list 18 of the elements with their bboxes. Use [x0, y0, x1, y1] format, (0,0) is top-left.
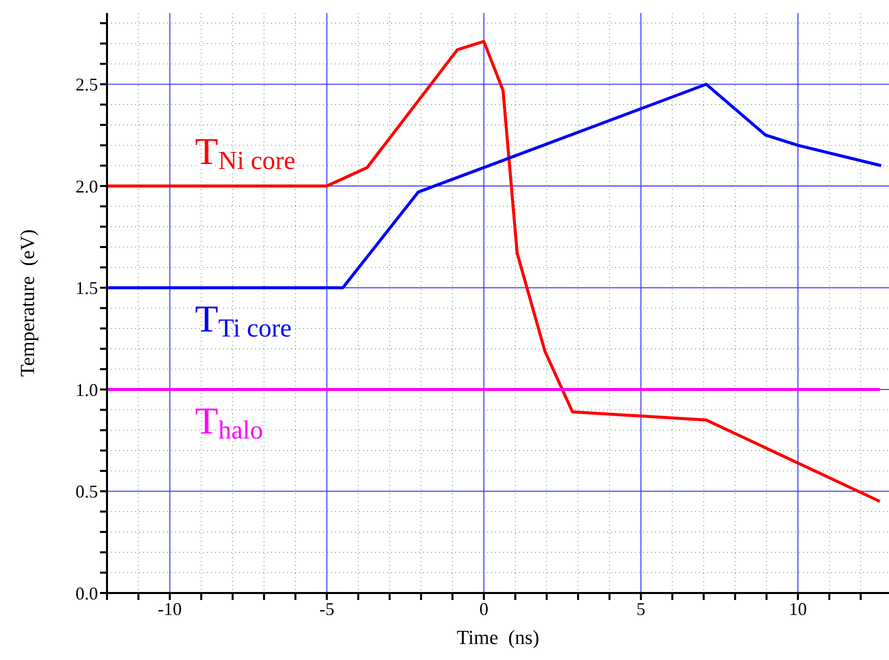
- x-tick-label: -10: [158, 598, 182, 619]
- line-series: [107, 40, 882, 503]
- x-tick-label: 0: [479, 598, 488, 619]
- x-tick-label: -5: [319, 598, 334, 619]
- series-label: T$_{Ti core}$: [195, 298, 292, 343]
- x-tick-label: 5: [636, 598, 646, 619]
- x-tick-label: 10: [788, 598, 807, 619]
- y-tick-label: 1.0: [76, 380, 98, 400]
- series-label: T$_{Ni core}$: [195, 130, 296, 176]
- y-tick-label: 2.5: [76, 74, 98, 95]
- y-tick-label: 1.5: [76, 278, 98, 298]
- y-axis-title: Temperature (eV): [17, 229, 39, 377]
- x-axis-title: Time (ns): [456, 627, 540, 649]
- y-tick-label: 0.0: [76, 583, 98, 604]
- y-tick-label: 2.0: [76, 176, 98, 196]
- line-series: [107, 82, 883, 290]
- y-tick-label: 0.5: [76, 482, 98, 502]
- series-label: T$_{halo}$: [195, 400, 263, 445]
